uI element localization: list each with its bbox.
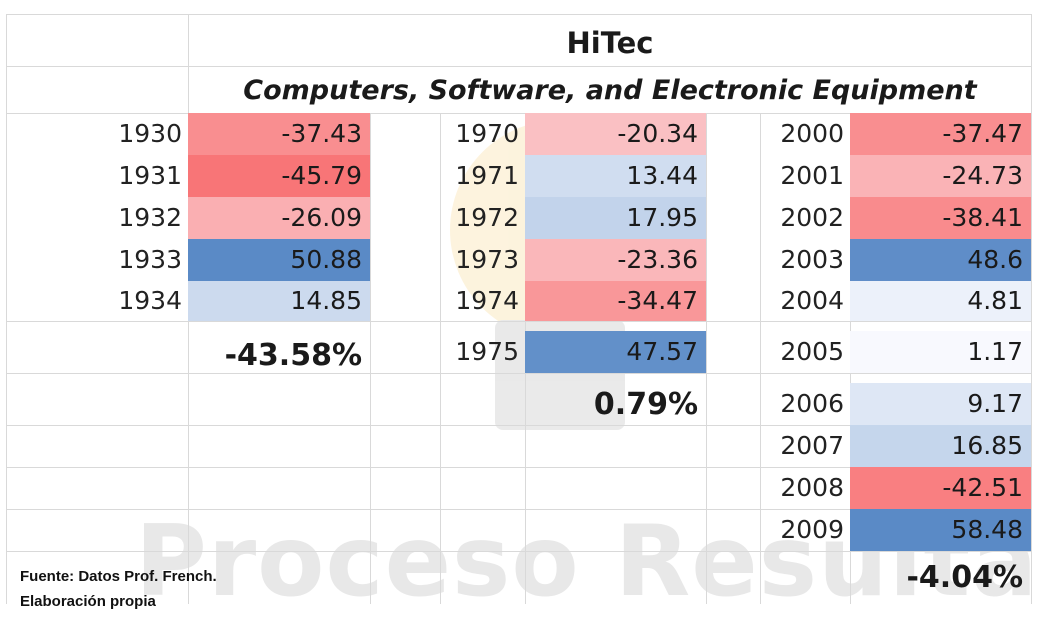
return-value-cell: 1.17: [850, 331, 1031, 373]
return-value-cell: 13.44: [525, 155, 706, 197]
authorship-note: Elaboración propia: [20, 593, 156, 610]
year-label: 2005: [780, 337, 844, 366]
year-label: 1933: [118, 245, 182, 274]
return-value-cell: -38.41: [850, 197, 1031, 239]
return-value-cell: -37.47: [850, 113, 1031, 155]
return-value-cell: -20.34: [525, 113, 706, 155]
year-label: 2007: [780, 431, 844, 460]
year-label: 2000: [780, 119, 844, 148]
return-value-cell: 4.81: [850, 281, 1031, 321]
year-label: 1932: [118, 203, 182, 232]
year-label: 1975: [455, 337, 519, 366]
year-label: 2001: [780, 161, 844, 190]
return-value-cell: 16.85: [850, 425, 1031, 467]
return-value-cell: -42.51: [850, 467, 1031, 509]
year-label: 1970: [455, 119, 519, 148]
period-summary: 0.79%: [593, 387, 698, 422]
year-label: 1931: [118, 161, 182, 190]
return-value-cell: 14.85: [188, 281, 370, 321]
return-value-cell: -37.43: [188, 113, 370, 155]
period-summary: -4.04%: [906, 560, 1023, 595]
return-value-cell: 50.88: [188, 239, 370, 281]
year-label: 2003: [780, 245, 844, 274]
year-label: 1974: [455, 286, 519, 315]
year-label: 1973: [455, 245, 519, 274]
return-value-cell: 17.95: [525, 197, 706, 239]
year-label: 1972: [455, 203, 519, 232]
return-value-cell: 9.17: [850, 383, 1031, 425]
year-label: 2008: [780, 473, 844, 502]
table-subtitle: Computers, Software, and Electronic Equi…: [243, 75, 977, 106]
return-value-cell: -26.09: [188, 197, 370, 239]
return-value-cell: -34.47: [525, 281, 706, 321]
table-title: HiTec: [566, 26, 654, 60]
return-value-cell: 58.48: [850, 509, 1031, 551]
year-label: 2002: [780, 203, 844, 232]
return-value-cell: -45.79: [188, 155, 370, 197]
year-label: 2009: [780, 515, 844, 544]
return-value-cell: -24.73: [850, 155, 1031, 197]
period-summary: -43.58%: [224, 338, 362, 373]
year-label: 1934: [118, 286, 182, 315]
year-label: 1930: [118, 119, 182, 148]
year-label: 2004: [780, 286, 844, 315]
return-value-cell: -23.36: [525, 239, 706, 281]
source-note: Fuente: Datos Prof. French.: [20, 568, 217, 585]
year-label: 1971: [455, 161, 519, 190]
return-value-cell: 47.57: [525, 331, 706, 373]
year-label: 2006: [780, 389, 844, 418]
return-value-cell: 48.6: [850, 239, 1031, 281]
